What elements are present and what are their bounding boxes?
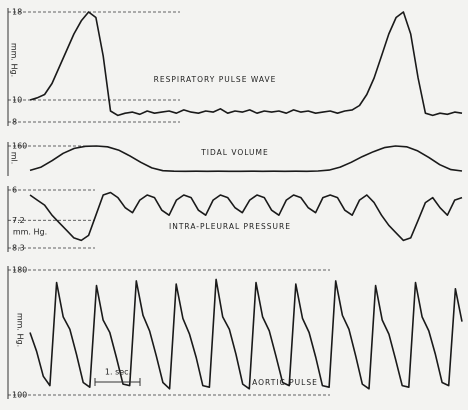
trace [29, 191, 463, 242]
y-axis-label: ml. [10, 152, 19, 165]
chart-title: AORTIC PULSE [252, 378, 318, 387]
y-axis-label: mm. Hg. [16, 313, 25, 347]
y-tick-label: 8 [12, 118, 17, 127]
trace [29, 278, 463, 390]
y-tick-label: 180 [12, 266, 27, 275]
y-tick-label: 8.3 [12, 244, 25, 253]
y-axis-label: mm. Hg. [13, 228, 47, 237]
y-tick-label: 160 [12, 142, 27, 151]
y-tick-label: 6 [12, 186, 17, 195]
y-axis-label: mm. Hg. [10, 43, 19, 77]
y-tick-label: 18 [12, 8, 22, 17]
y-tick-label: 10 [12, 96, 22, 105]
chart-title: TIDAL VOLUME [200, 148, 269, 157]
trace [29, 11, 463, 117]
scale-label: 1. sec. [105, 368, 131, 377]
y-tick-label: 100 [12, 391, 27, 400]
trace [29, 145, 463, 173]
chart-title: RESPIRATORY PULSE WAVE [154, 75, 277, 84]
chart-title: INTRA-PLEURAL PRESSURE [169, 222, 291, 231]
y-tick-label: 7.2 [12, 216, 25, 225]
